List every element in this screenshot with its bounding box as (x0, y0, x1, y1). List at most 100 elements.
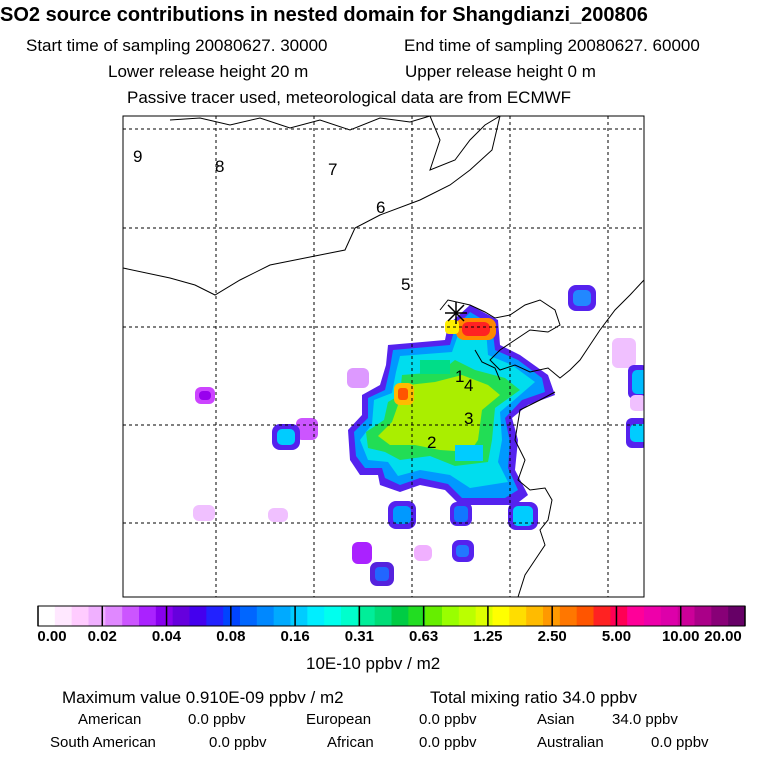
colorbar-cell (206, 606, 224, 626)
field-blob (456, 545, 469, 557)
field-blob (268, 508, 288, 522)
colorbar-tick-label: 5.00 (601, 628, 632, 645)
asian-label: Asian (537, 711, 575, 728)
plot-title: SO2 source contributions in nested domai… (0, 4, 648, 26)
region-label-3: 3 (464, 409, 473, 428)
field-blob (193, 505, 215, 521)
colorbar-cell (627, 606, 645, 626)
colorbar-cell (357, 606, 376, 626)
field-blob (199, 391, 211, 400)
colorbar-tick-label: 0.31 (344, 628, 374, 645)
region-label-4: 4 (464, 376, 473, 395)
european-value: 0.0 ppbv (419, 711, 477, 728)
tracer-note: Passive tracer used, meteorological data… (127, 88, 572, 107)
colorbar-cell (728, 606, 746, 626)
field-blob (513, 506, 533, 526)
colorbar-tick-label: 0.16 (280, 628, 310, 645)
colorbar-unit: 10E-10 ppbv / m2 (306, 654, 441, 673)
colorbar-tick-label: 0.08 (216, 628, 246, 645)
colorbar-cell (54, 606, 73, 626)
colorbar-cell (324, 606, 342, 626)
colorbar-tick-label: 2.50 (537, 628, 567, 645)
field-blob (612, 338, 636, 368)
american-label: American (78, 711, 142, 728)
colorbar-cell (71, 606, 89, 626)
south-american-label: South American (50, 734, 156, 751)
colorbar-cell (644, 606, 662, 626)
american-value: 0.0 ppbv (188, 711, 246, 728)
field-blob (414, 545, 432, 561)
region-label-1: 1 (455, 367, 464, 386)
australian-value: 0.0 ppbv (651, 734, 709, 751)
colorbar-tick-label: 20.00 (704, 628, 742, 645)
field-blob (632, 370, 644, 394)
colorbar-cell (576, 606, 594, 626)
region-label-8: 8 (215, 157, 224, 176)
field-blob (277, 429, 295, 445)
colorbar-tick-label: 1.25 (473, 628, 503, 645)
end-time-label: End time of sampling 20080627. 60000 (404, 36, 700, 55)
field-blob (352, 542, 372, 564)
colorbar-cell (105, 606, 123, 626)
max-value-label: Maximum value 0.910E-09 ppbv / m2 (62, 688, 344, 707)
colorbar-cell (374, 606, 392, 626)
colorbar-cells (38, 606, 746, 626)
colorbar-cell (189, 606, 207, 626)
colorbar-cell (593, 606, 611, 626)
colorbar-tick-label: 10.00 (661, 628, 700, 645)
region-label-5: 5 (401, 275, 410, 294)
hot-spot (398, 388, 408, 400)
region-label-7: 7 (328, 160, 337, 179)
field-blob (454, 506, 468, 522)
colorbar-cell (442, 606, 460, 626)
colorbar-cell (88, 606, 106, 626)
colorbar-cell (610, 606, 628, 626)
upper-release-label: Upper release height 0 m (405, 62, 596, 81)
colorbar-cell (526, 606, 544, 626)
colorbar-tick-label: 0.63 (409, 628, 439, 645)
colorbar-cell (307, 606, 325, 626)
field-blob (573, 290, 591, 306)
border-north (169, 116, 431, 131)
field-blob (375, 567, 389, 581)
colorbar-cell (475, 606, 493, 626)
field-blob (630, 395, 644, 411)
region-label-6: 6 (376, 198, 385, 217)
lower-release-label: Lower release height 20 m (108, 62, 309, 81)
colorbar-cell (408, 606, 426, 626)
start-time-label: Start time of sampling 20080627. 30000 (26, 36, 328, 55)
colorbar-cell (139, 606, 157, 626)
colorbar-cell (155, 606, 174, 626)
colorbar-cell (240, 606, 258, 626)
field-blob (393, 506, 411, 524)
colorbar-tick-label: 0.04 (151, 628, 182, 645)
colorbar-cell (290, 606, 308, 626)
african-value: 0.0 ppbv (419, 734, 477, 751)
colorbar-cell (391, 606, 409, 626)
colorbar-cell (256, 606, 275, 626)
colorbar-cell (492, 606, 510, 626)
map-frame (122, 115, 645, 598)
colorbar-cell (425, 606, 443, 626)
colorbar-cell (458, 606, 477, 626)
field-blob (455, 445, 483, 461)
asian-value: 34.0 ppbv (612, 711, 678, 728)
total-mixing-label: Total mixing ratio 34.0 ppbv (430, 688, 637, 707)
field-blob (296, 418, 318, 440)
colorbar-tick-label: 0.00 (37, 628, 67, 645)
hot-spot (462, 322, 490, 336)
field-blob (630, 424, 644, 442)
region-label-2: 2 (427, 433, 436, 452)
colorbar-cell (341, 606, 359, 626)
colorbar-tick-label: 0.02 (87, 628, 117, 645)
colorbar-tick-lines (37, 606, 746, 626)
african-label: African (327, 734, 374, 751)
colorbar-cell (273, 606, 291, 626)
colorbar-cell (694, 606, 712, 626)
field-blob (347, 368, 369, 388)
grid-lines (123, 116, 644, 597)
colorbar-cell (223, 606, 241, 626)
region-labels: 1 2 3 4 5 6 7 8 9 (133, 147, 473, 452)
coastline-inner (474, 349, 501, 381)
